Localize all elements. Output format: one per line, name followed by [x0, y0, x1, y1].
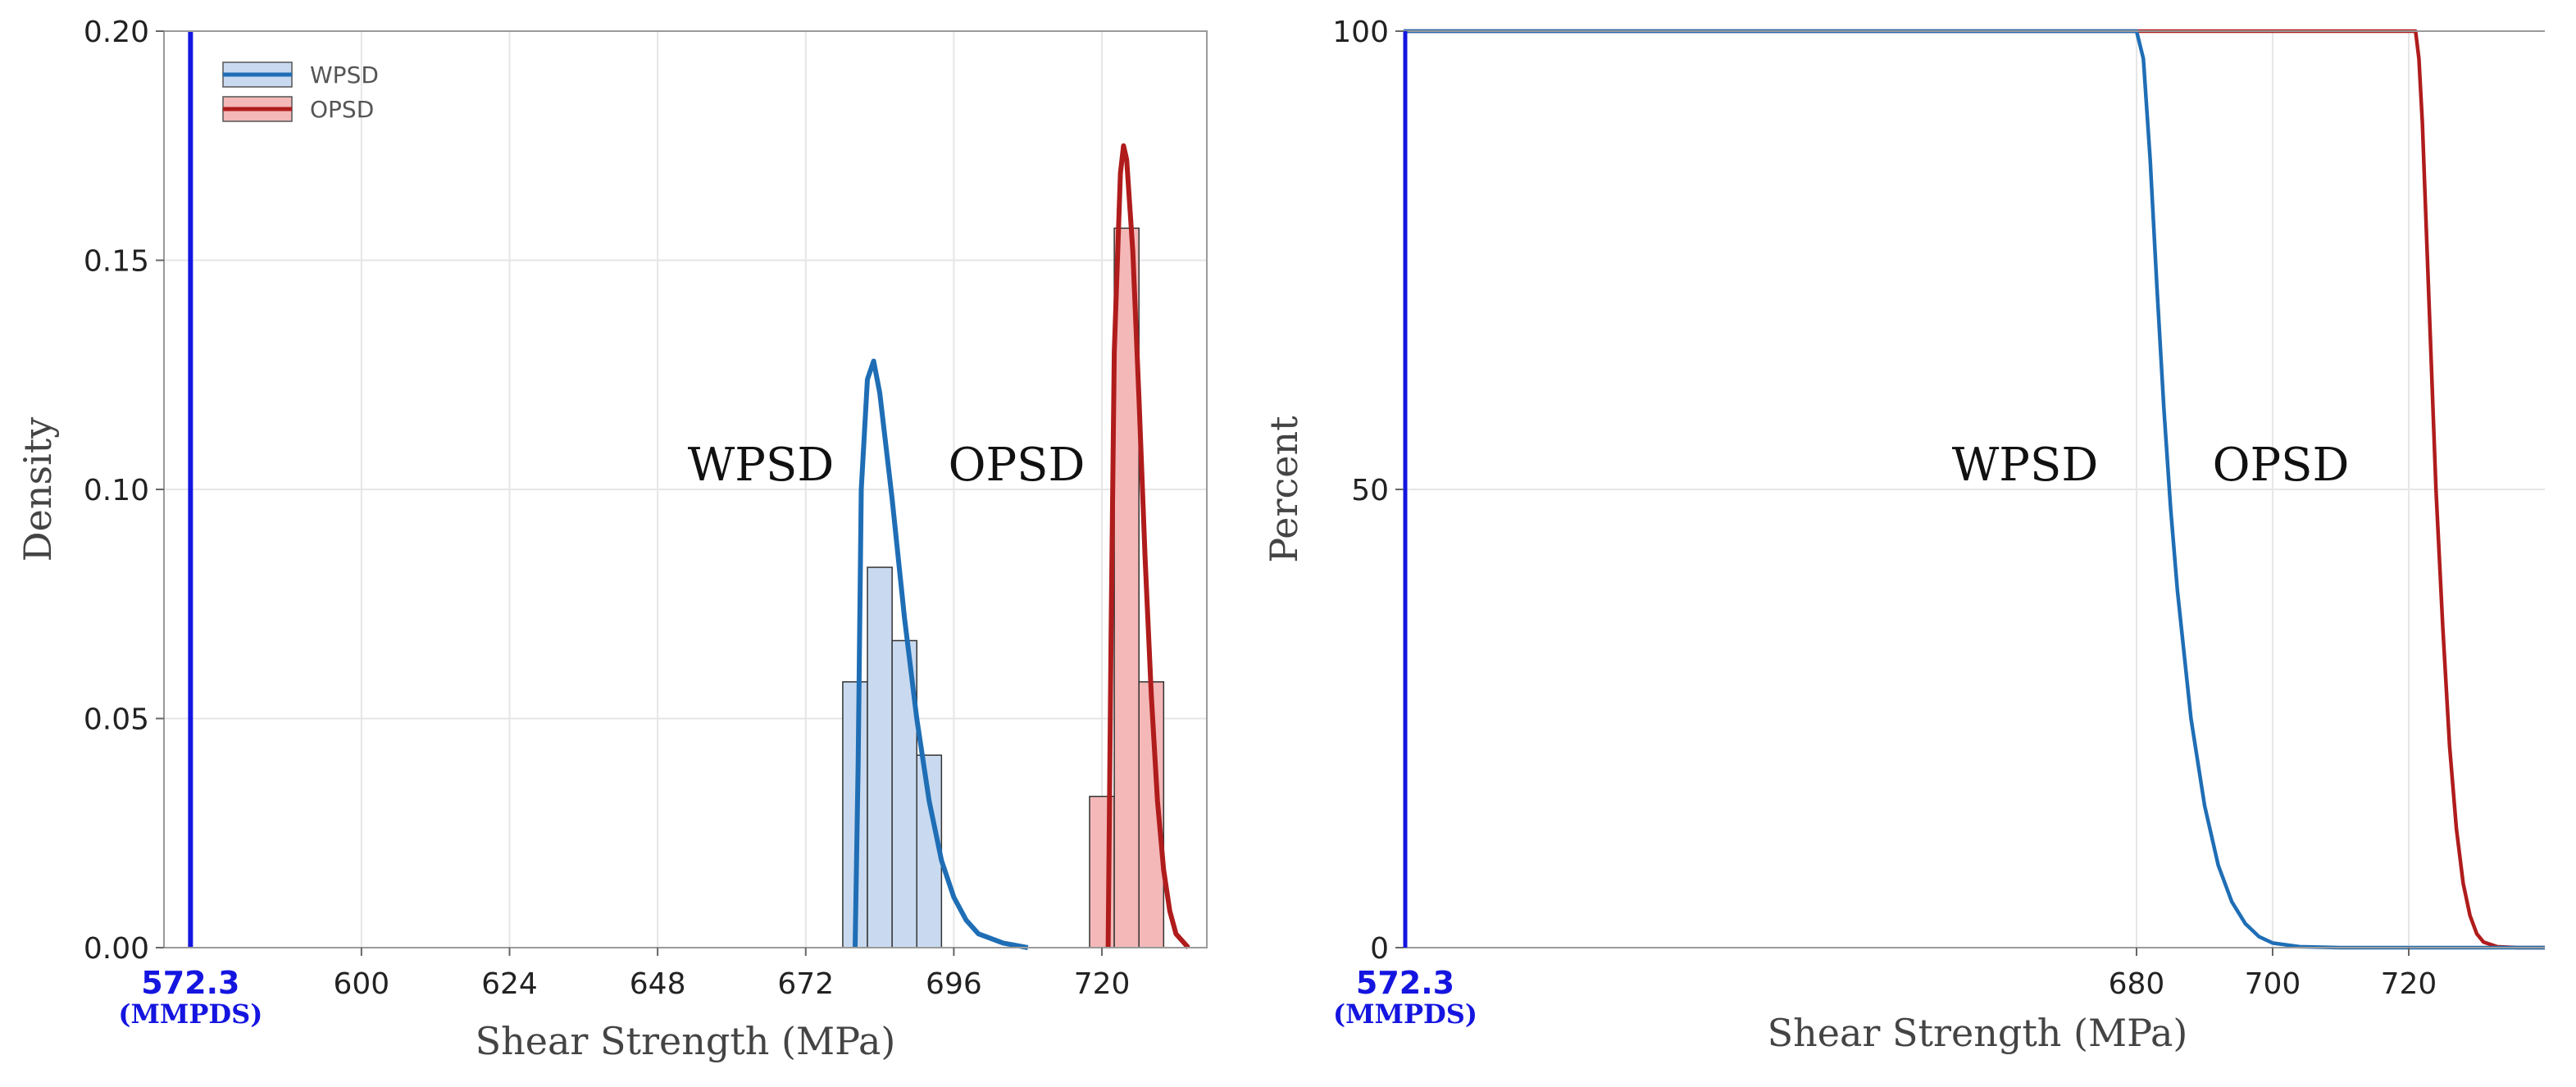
density-y-tick-label-1: 0.05 — [84, 703, 149, 737]
percent-x-tick-label-1: 700 — [2245, 967, 2301, 1001]
density-x-tick-label-0: 600 — [333, 967, 389, 1001]
percent-y-tick-label-2: 100 — [1332, 16, 1389, 49]
percent-x-axis-title: Shear Strength (MPa) — [1768, 1011, 2188, 1055]
percent-y-tick-label-0: 0 — [1370, 932, 1389, 966]
density-curve-opsd — [1105, 143, 1190, 949]
legend-label-wpsd: WPSD — [310, 61, 379, 89]
density-panel: 0.000.050.100.150.20 600 624 648 672 696 720 … — [16, 16, 1208, 1063]
percent-curves — [1404, 29, 2545, 950]
opsd-density-label: OPSD — [949, 439, 1085, 492]
density-y-tick-label-2: 0.10 — [84, 474, 149, 507]
density-x-axis-title: Shear Strength (MPa) — [476, 1019, 896, 1063]
percent-x-tick-label-0: 680 — [2109, 967, 2165, 1001]
density-x-ticks: 600 624 648 672 696 720 — [333, 948, 1130, 1001]
wpsd-percent-label: WPSD — [1952, 439, 2099, 492]
legend-entry-opsd: OPSD — [222, 96, 374, 123]
density-y-tick-label-0: 0.00 — [84, 932, 149, 966]
percent-grid — [1404, 31, 2545, 948]
legend-entry-wpsd: WPSD — [222, 61, 379, 89]
legend-label-opsd: OPSD — [310, 96, 374, 123]
bar-wpsd-1 — [867, 566, 893, 948]
wpsd-density-label: WPSD — [688, 439, 835, 492]
percent-x-tick-label-2: 720 — [2381, 967, 2437, 1001]
percent-panel: 0 50 100 680 700 720 572.3 (MMPDS) Shear Str… — [1262, 16, 2545, 1055]
density-y-ticks: 0.00 0.05 0.10 0.15 0.20 — [84, 16, 164, 966]
density-y-axis-title: Density — [16, 417, 60, 562]
percent-y-ticks: 0 50 100 — [1332, 16, 1404, 966]
density-x-tick-label-2: 648 — [630, 967, 686, 1001]
density-curve-wpsd — [853, 358, 1029, 950]
percent-y-tick-label-1: 50 — [1351, 474, 1389, 507]
percent-y-axis-title: Percent — [1262, 416, 1306, 563]
density-x-tick-label-5: 720 — [1074, 967, 1131, 1001]
opsd-percent-label: OPSD — [2213, 439, 2350, 492]
density-curves — [853, 143, 1190, 950]
density-x-tick-label-1: 624 — [481, 967, 538, 1001]
mmpds-value-label-percent: 572.3 — [1356, 965, 1454, 1001]
mmpds-source-label-percent: (MMPDS) — [1333, 998, 1477, 1030]
density-x-tick-label-3: 672 — [777, 967, 834, 1001]
percent-curve-opsd — [1404, 29, 2545, 950]
density-y-tick-label-4: 0.20 — [84, 16, 149, 49]
mmpds-value-label: 572.3 — [141, 965, 239, 1001]
density-x-tick-label-4: 696 — [926, 967, 982, 1001]
density-y-tick-label-3: 0.15 — [84, 245, 149, 279]
percent-x-ticks: 680 700 720 — [2109, 948, 2437, 1001]
percent-curve-wpsd — [1404, 29, 2545, 950]
density-legend: WPSD OPSD — [222, 61, 379, 123]
mmpds-source-label: (MMPDS) — [118, 998, 262, 1030]
